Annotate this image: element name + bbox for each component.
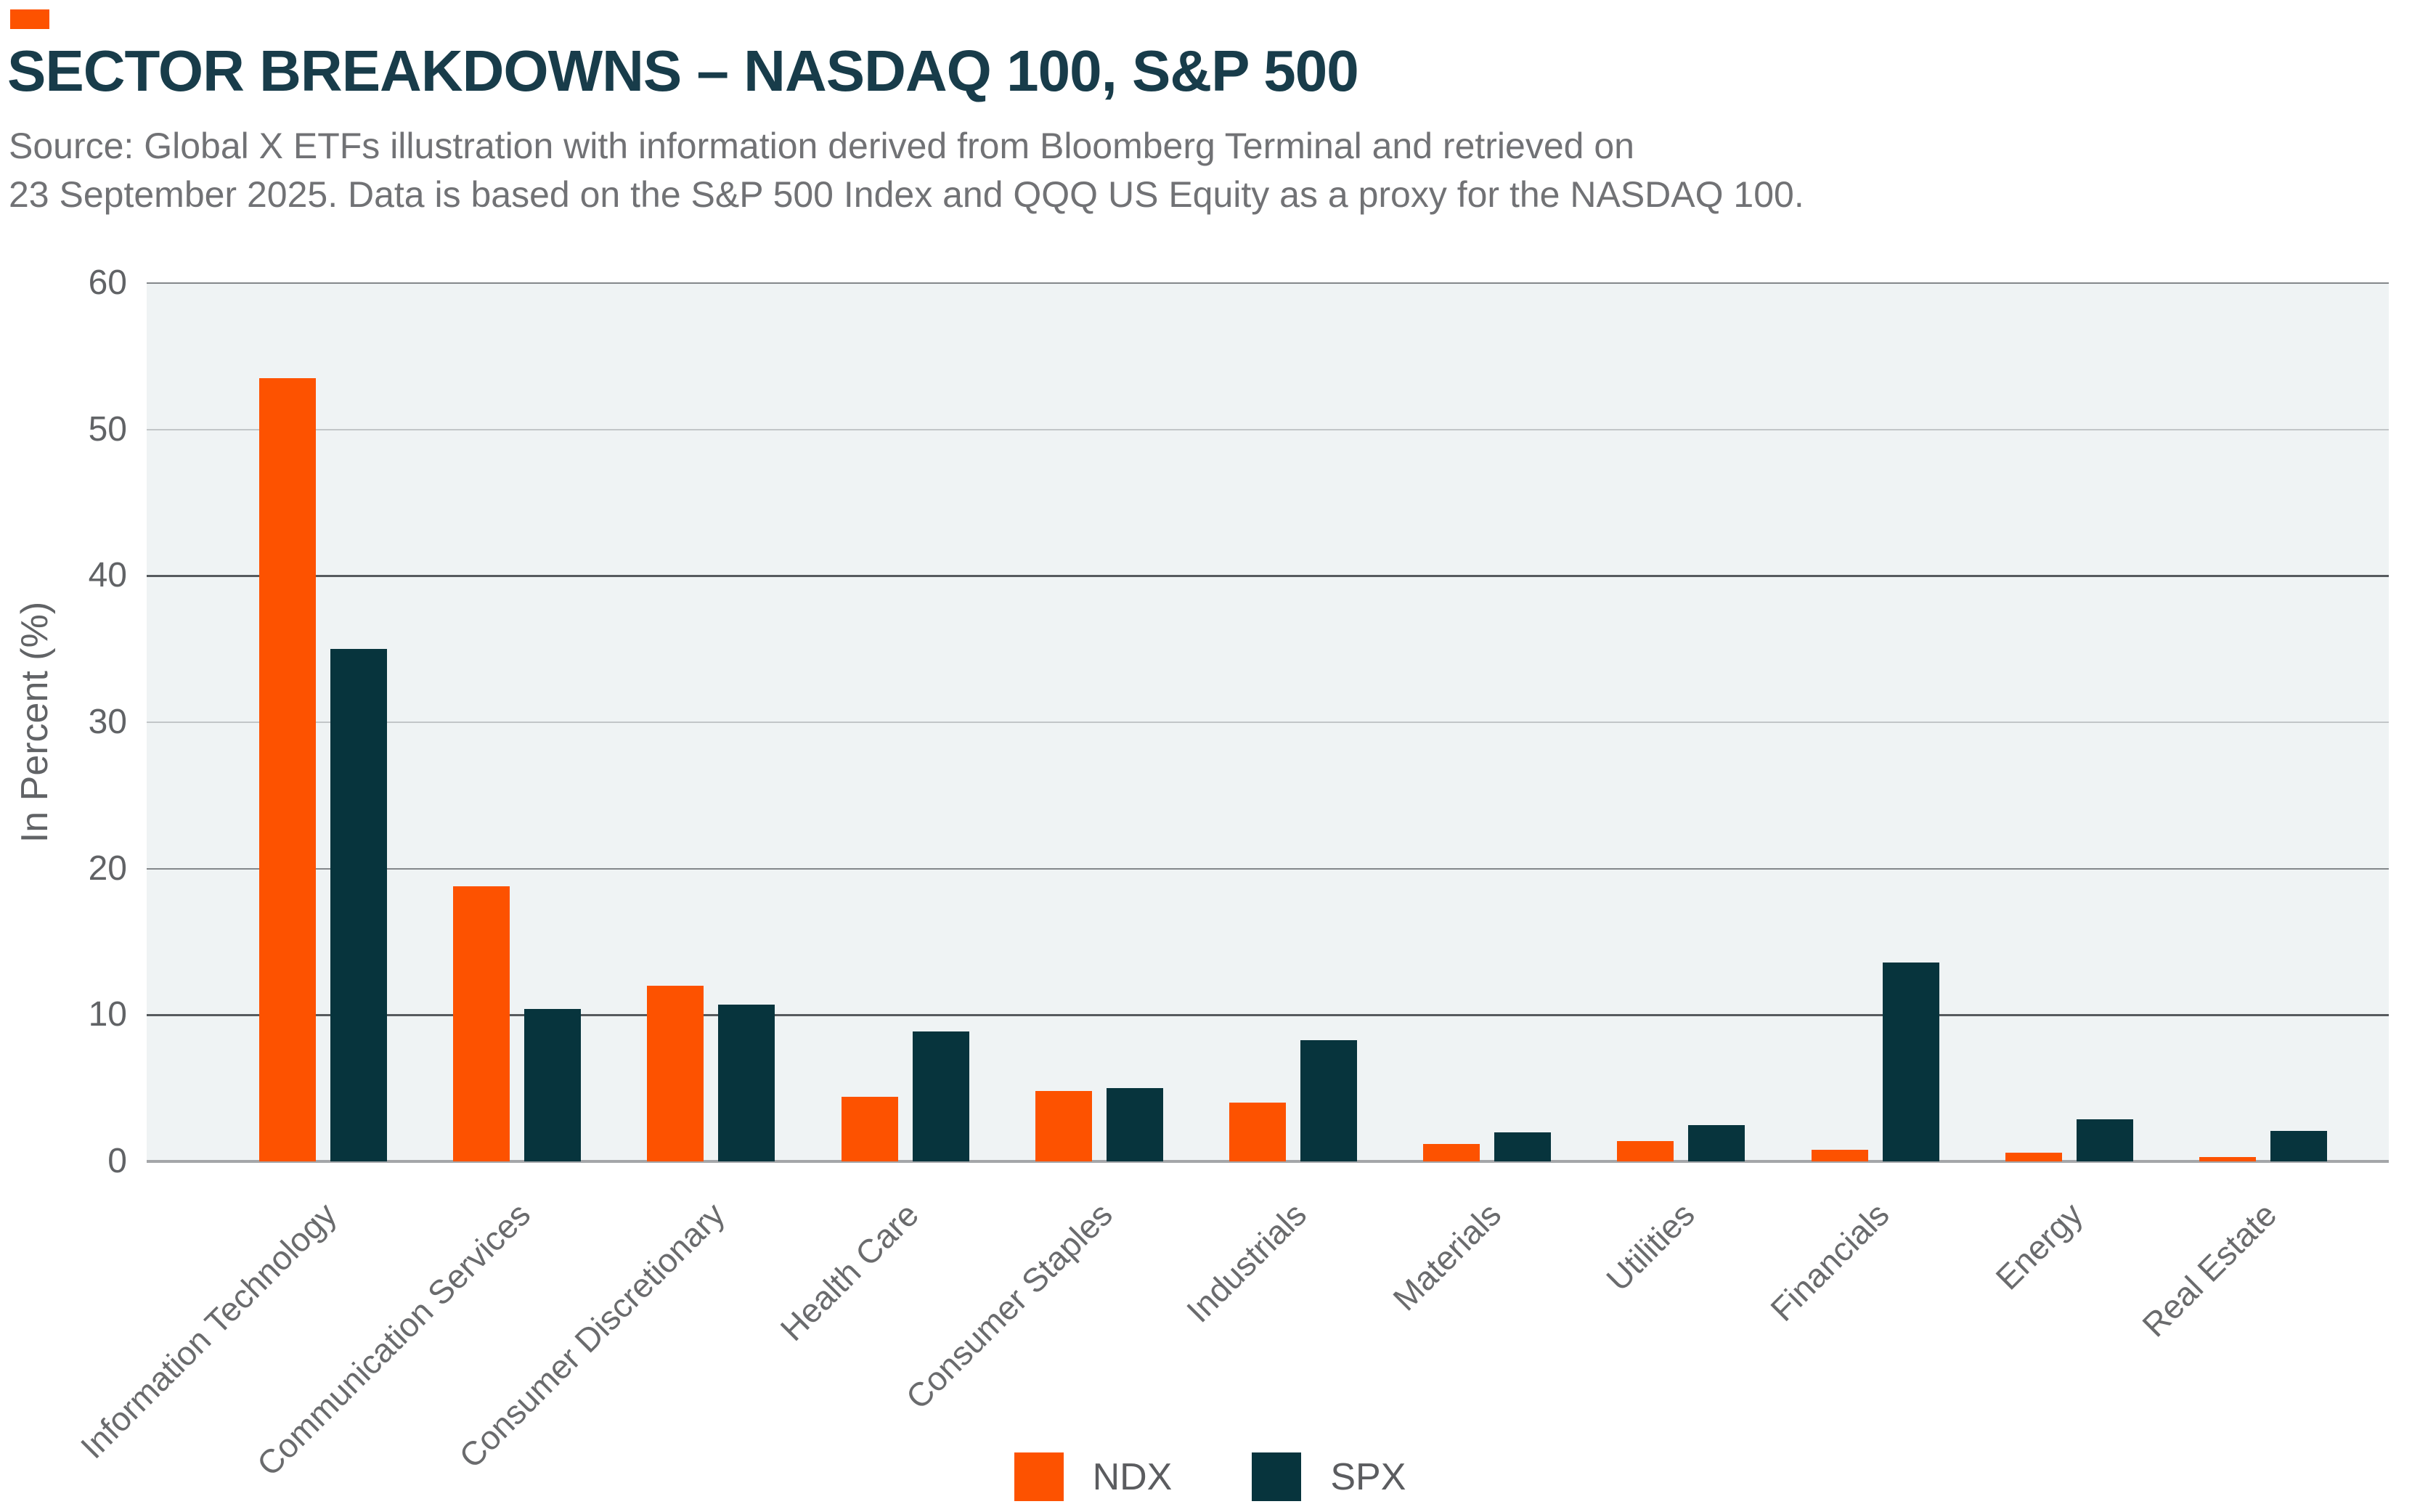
- category-label-industrials: Industrials: [1179, 1195, 1314, 1330]
- gridline-60: [147, 282, 2389, 284]
- bar-ndx-consumer-staples: [1035, 1091, 1092, 1161]
- category-label-consumer-discretionary: Consumer Discretionary: [452, 1195, 732, 1476]
- category-label-information-technology: Information Technology: [73, 1195, 344, 1466]
- y-axis-title: In Percent (%): [14, 601, 56, 843]
- bar-ndx-consumer-discretionary: [647, 986, 704, 1161]
- legend-swatch-ndx: [1014, 1452, 1064, 1501]
- category-label-materials: Materials: [1385, 1195, 1508, 1318]
- gridline-20: [147, 867, 2389, 870]
- bar-spx-communication-services: [524, 1009, 582, 1161]
- gridline-0: [147, 1160, 2389, 1163]
- bar-ndx-information-technology: [259, 378, 316, 1161]
- category-label-real-estate: Real Estate: [2135, 1195, 2284, 1344]
- source-note-line2: 23 September 2025. Data is based on the …: [9, 174, 1804, 215]
- brand-tag-mark: [10, 9, 49, 29]
- bar-ndx-energy: [2005, 1152, 2062, 1161]
- bar-spx-consumer-staples: [1106, 1088, 1163, 1161]
- category-label-utilities: Utilities: [1599, 1195, 1702, 1299]
- gridline-10: [147, 1013, 2389, 1016]
- bar-spx-real-estate: [2270, 1130, 2327, 1161]
- source-note: Source: Global X ETFs illustration with …: [9, 122, 1804, 219]
- bar-spx-utilities: [1688, 1124, 1745, 1161]
- y-tick-label-60: 60: [88, 263, 127, 302]
- y-tick-label-20: 20: [88, 849, 127, 888]
- bar-ndx-industrials: [1229, 1103, 1286, 1161]
- bar-spx-industrials: [1300, 1039, 1357, 1161]
- bar-ndx-financials: [1811, 1149, 1868, 1161]
- bar-ndx-materials: [1423, 1143, 1480, 1161]
- y-tick-label-50: 50: [88, 409, 127, 449]
- gridline-50: [147, 428, 2389, 430]
- bar-ndx-communication-services: [453, 886, 510, 1161]
- legend-label-spx: SPX: [1330, 1455, 1406, 1498]
- source-note-line1: Source: Global X ETFs illustration with …: [9, 126, 1634, 166]
- bar-ndx-real-estate: [2199, 1156, 2256, 1161]
- bar-ndx-health-care: [841, 1097, 898, 1161]
- category-label-health-care: Health Care: [773, 1195, 926, 1349]
- category-label-energy: Energy: [1988, 1195, 2090, 1297]
- bar-ndx-utilities: [1617, 1140, 1674, 1161]
- category-label-financials: Financials: [1762, 1195, 1897, 1328]
- bar-spx-information-technology: [330, 649, 387, 1161]
- bar-spx-energy: [2076, 1119, 2133, 1161]
- y-tick-label-40: 40: [88, 556, 127, 595]
- gridline-30: [147, 722, 2389, 723]
- legend-item-ndx: NDX: [1014, 1452, 1173, 1501]
- bar-spx-consumer-discretionary: [718, 1005, 775, 1161]
- bar-spx-financials: [1882, 962, 1939, 1161]
- category-label-consumer-staples: Consumer Staples: [898, 1195, 1120, 1417]
- category-label-communication-services: Communication Services: [250, 1195, 538, 1484]
- legend-swatch-spx: [1252, 1452, 1302, 1501]
- y-tick-label-0: 0: [107, 1142, 127, 1180]
- chart-legend: NDX SPX: [0, 1452, 2420, 1501]
- y-tick-label-10: 10: [88, 995, 127, 1034]
- bar-spx-health-care: [912, 1031, 969, 1161]
- legend-item-spx: SPX: [1252, 1452, 1406, 1501]
- page-title: SECTOR BREAKDOWNS – NASDAQ 100, S&P 500: [7, 38, 1359, 103]
- bar-spx-materials: [1494, 1132, 1552, 1161]
- plot-area: [147, 282, 2389, 1163]
- gridline-40: [147, 574, 2389, 577]
- legend-label-ndx: NDX: [1092, 1455, 1173, 1498]
